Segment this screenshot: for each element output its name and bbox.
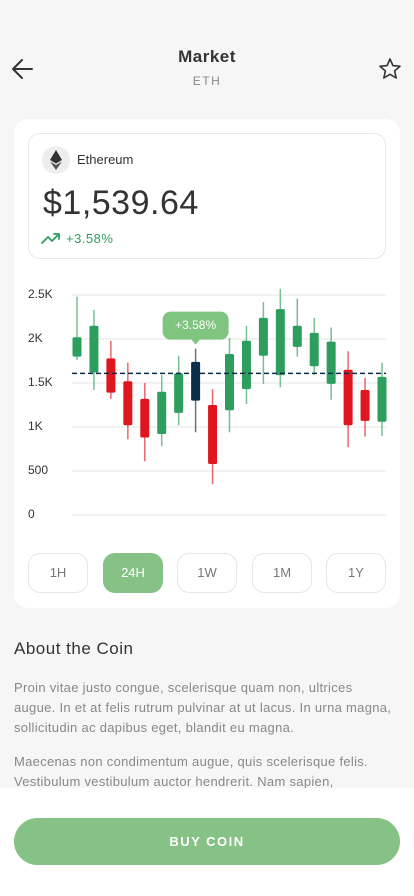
coin-icon — [42, 146, 70, 174]
candle-body — [309, 332, 319, 367]
candle-body — [157, 391, 167, 435]
candle-body — [140, 398, 150, 438]
y-tick-label: 2K — [28, 331, 43, 345]
candle-body — [275, 309, 285, 376]
y-tick-label: 500 — [28, 463, 48, 477]
candle-body — [191, 361, 201, 401]
timeframe-button[interactable]: 1Y — [326, 553, 386, 593]
favorite-button[interactable] — [378, 57, 402, 81]
buy-button[interactable]: BUY COIN — [14, 818, 400, 865]
candle-body — [258, 317, 268, 356]
candle-body — [360, 390, 370, 421]
y-tick-label: 1.5K — [28, 375, 53, 389]
candle-body — [377, 376, 387, 422]
candle-body — [292, 325, 302, 347]
candle-body — [208, 405, 218, 464]
timeframe-button[interactable]: 1M — [252, 553, 312, 593]
y-tick-label: 0 — [28, 507, 35, 521]
candle-body — [123, 381, 133, 426]
candle-body — [89, 325, 99, 373]
coin-box — [28, 133, 386, 259]
candlestick-chart: 2.5K 2K 1.5K 1K 500 0 +3.58% — [28, 287, 387, 521]
candle-body — [241, 340, 251, 390]
tooltip-label: +3.58% — [175, 318, 216, 332]
candle-body — [106, 358, 116, 393]
candle-body — [326, 341, 336, 384]
timeframe-button[interactable]: 1W — [177, 553, 237, 593]
timeframe-button[interactable]: 1H — [28, 553, 88, 593]
coin-change: +3.58% — [66, 231, 114, 246]
candle-body — [225, 353, 234, 411]
about-title: About the Coin — [14, 639, 134, 658]
candle-body — [174, 373, 184, 413]
about-paragraph: Proin vitae justo congue, scelerisque qu… — [14, 680, 392, 735]
candle-body — [343, 369, 353, 426]
header-subtitle: ETH — [192, 74, 222, 88]
candle-body — [72, 337, 82, 357]
tooltip-pointer — [190, 338, 201, 345]
coin-name: Ethereum — [77, 152, 134, 167]
timeframe-button[interactable]: 24H — [103, 553, 163, 593]
trend-icon — [41, 233, 60, 244]
back-button[interactable] — [10, 57, 36, 81]
header-title: Market — [178, 47, 236, 66]
tooltip — [162, 311, 229, 340]
about-text: Proin vitae justo congue, scelerisque qu… — [14, 678, 394, 826]
y-tick-label: 1K — [28, 419, 43, 433]
y-tick-label: 2.5K — [28, 287, 53, 301]
coin-price: $1,539.64 — [43, 184, 199, 222]
